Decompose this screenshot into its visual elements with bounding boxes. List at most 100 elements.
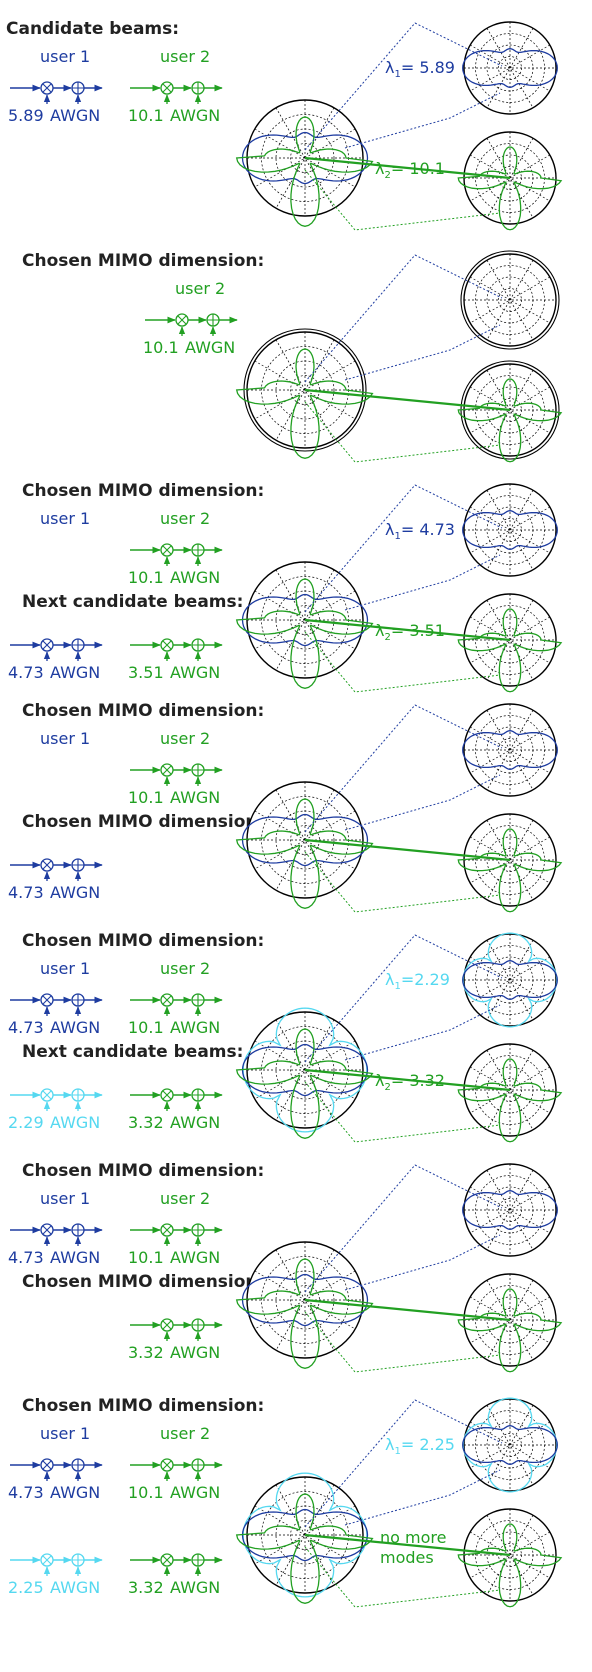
panel-4: Chosen MIMO dimension: user 1 user 2 10.1 AW… [8,701,563,913]
signal-chain: user 1 5.89 AWGN [8,47,103,125]
signal-chain: 3.51 AWGN [128,638,223,682]
main-beam-line [304,1298,511,1322]
adder-plus [192,544,204,556]
eigenvalue-value: = 3.51 [391,621,445,640]
multiplier-cross [162,1225,172,1235]
main-beam-pattern-green [235,116,374,227]
adder-plus [192,1319,204,1331]
panel-6: Chosen MIMO dimension:user 14.73 AWGNuser… [8,1161,563,1373]
top-zoom-connector [304,22,503,151]
awgn-label: AWGN [170,1578,220,1597]
user-label: user 2 [160,1424,210,1443]
top-beam-pattern-blue [462,510,558,550]
row-heading: Chosen MIMO dimension: [22,812,264,832]
adder-plus [72,859,84,871]
adder-plus [192,1459,204,1471]
gain-value: 3.32 [128,1578,164,1597]
awgn-label: AWGN [50,1483,100,1502]
top-beam-pattern-blue [462,730,558,770]
awgn-label: AWGN [170,1483,220,1502]
gain-value: 3.51 [128,663,164,682]
adder-plus [192,994,204,1006]
panel-3: Chosen MIMO dimension: user 1 user 2 10.1 AW… [8,481,563,693]
signal-chain: user 1 4.73 AWGN [8,959,103,1037]
row-heading: Next candidate beams: [22,592,243,612]
multiplier-cross [42,1555,52,1565]
bottom-beam-pattern-green [457,828,563,913]
signal-chain: user 2 10.1 AWGN [128,47,223,125]
main-beam-pattern-green [235,1258,374,1369]
eigenvalue-value: = 3.32 [391,1071,445,1090]
multiplier-cross [162,1555,172,1565]
polar-spoke-150 [469,1186,551,1234]
panel-1: Candidate beams: user 1 5.89 AWGN user 2 10.1… [6,19,563,231]
adder-plus [192,1554,204,1566]
signal-chain: user 2 10.1 AWGN [143,279,238,357]
top-beam-pattern-blue [462,960,558,1000]
gain-value: 4.73 [8,1018,44,1037]
signal-chain: user 2 10.1 AWGN [128,509,223,587]
row-heading: Next candidate beams: [22,1042,243,1062]
gain-value: 10.1 [128,106,164,125]
awgn-label: AWGN [170,1113,220,1132]
top-zoom-connector [304,484,503,613]
bottom-beam-pattern-green [457,146,563,231]
adder-plus [72,994,84,1006]
main-beam-pattern-green [235,348,374,459]
adder-plus [192,1089,204,1101]
panel-heading: Chosen MIMO dimension: [22,931,264,951]
signal-chain: 2.29 AWGN [8,1088,103,1132]
main-beam-line [304,388,511,412]
adder-plus [72,82,84,94]
user-label: user 1 [40,729,90,748]
top-polar-plot [463,933,557,1027]
awgn-label: AWGN [50,1578,100,1597]
panel-7: Chosen MIMO dimension:user 14.73 AWGNuser… [8,1396,563,1608]
main-beam-pattern-green [235,798,374,909]
top-zoom-connector [304,254,503,383]
gain-value: 4.73 [8,1248,44,1267]
top-polar-plot [463,1163,557,1257]
eigenvalue-label-1: λ1= 2.25 [385,1435,455,1457]
signal-chain: 3.32 AWGN [128,1088,223,1132]
awgn-label: AWGN [50,883,100,902]
awgn-label: AWGN [50,106,100,125]
awgn-label: AWGN [170,788,220,807]
polar-outer-ring-second [460,250,560,350]
multiplier-cross [42,83,52,93]
gain-value: 10.1 [128,1248,164,1267]
user-label: user 1 [40,959,90,978]
multiplier-cross [162,765,172,775]
panel-heading: Chosen MIMO dimension: [22,701,264,721]
main-beam-line [304,1533,511,1557]
multiplier-cross [162,640,172,650]
signal-chain: user 2 10.1 AWGN [128,1189,223,1267]
user-label: user 2 [175,279,225,298]
awgn-label: AWGN [170,106,220,125]
gain-value: 2.25 [8,1578,44,1597]
awgn-label: AWGN [50,663,100,682]
panel-heading: Candidate beams: [6,19,179,39]
note-line-2: modes [380,1548,434,1567]
multiplier-cross [42,640,52,650]
multiplier-cross [162,1320,172,1330]
signal-chain: user 2 10.1 AWGN [128,1424,223,1502]
signal-chain: 3.32 AWGN [128,1553,223,1597]
bottom-beam-pattern-green [457,378,563,463]
main-beam-pattern-green [235,1028,374,1139]
user-label: user 2 [160,509,210,528]
row-heading: Chosen MIMO dimension: [22,1272,264,1292]
eigenvalue-value: =2.29 [401,970,450,989]
panel-heading: Chosen MIMO dimension: [22,251,264,271]
awgn-label: AWGN [170,568,220,587]
adder-plus [72,1459,84,1471]
awgn-label: AWGN [50,1018,100,1037]
eigenvalue-label-2: λ2= 3.32 [375,1071,445,1093]
signal-chain: user 1 [40,729,90,748]
multiplier-cross [162,995,172,1005]
polar-spoke-150 [469,44,551,92]
user-label: user 1 [40,47,90,66]
top-polar-plot [463,1398,557,1492]
signal-chain: 2.25 AWGN [8,1553,103,1597]
top-zoom-connector [304,1164,503,1293]
